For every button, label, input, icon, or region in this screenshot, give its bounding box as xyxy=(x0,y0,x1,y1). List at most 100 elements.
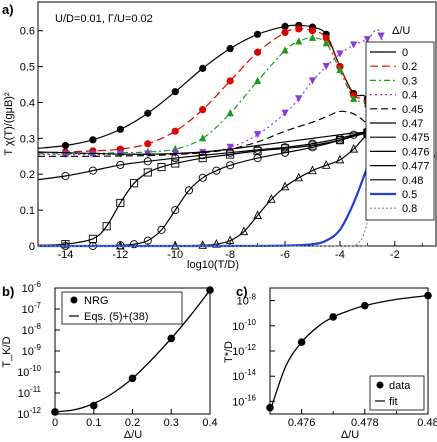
series-marker-0.3 xyxy=(322,39,330,47)
series-marker-0 xyxy=(199,64,207,72)
series-marker-0.3 xyxy=(281,46,289,54)
series-marker-0 xyxy=(171,88,179,96)
series-marker-0.475 xyxy=(88,166,97,175)
series-marker-0.475 xyxy=(171,154,180,163)
series-marker-0.477 xyxy=(143,236,152,245)
series-marker-0.477 xyxy=(253,154,262,163)
legend-title: Δ/U xyxy=(392,25,410,37)
b-ytick-label: 10-12 xyxy=(17,406,41,421)
legend-label-0.47: 0.47 xyxy=(402,118,423,130)
a-xtick-label: -8 xyxy=(225,249,235,261)
series-marker-0.477 xyxy=(280,148,290,157)
c-ytick-label: 10-16 xyxy=(232,393,256,408)
panel-a: a) -14 -12 -10 -8 -6 -4 -200.10.20.30.40.50.6 … xyxy=(2,1,437,271)
series-marker-0.48 xyxy=(349,143,358,153)
series-marker-0.476 xyxy=(116,198,125,207)
legend-label-0.475: 0.475 xyxy=(402,132,430,144)
panel-c-y-axis-label: T*/D xyxy=(223,341,235,363)
series-marker-0 xyxy=(281,22,289,30)
series-marker-0.4 xyxy=(199,149,207,157)
series-marker-0.4 xyxy=(295,95,303,103)
series-marker-0.2 xyxy=(199,106,207,114)
a-ytick-label: 0.2 xyxy=(20,169,35,181)
series-marker-0.4 xyxy=(377,32,385,40)
series-marker-0.477 xyxy=(171,206,180,215)
series-marker-0.4 xyxy=(350,41,358,49)
panel-c-label: c) xyxy=(236,284,248,299)
panel-a-legend: Δ/U 0 0.2 0.3 0.4 0.45 0.47 0.475 0.476 0.477 0.4… xyxy=(365,25,435,221)
series-marker-0.4 xyxy=(322,62,330,71)
b-nrg-point xyxy=(206,286,214,294)
series-marker-0.3 xyxy=(350,94,358,102)
series-marker-0.4 xyxy=(336,50,344,58)
series-marker-0.48 xyxy=(225,235,235,245)
series-marker-0.48 xyxy=(280,181,290,191)
legend-box xyxy=(365,41,435,221)
series-marker-0.2 xyxy=(322,34,330,42)
b-xtick-label: 0.1 xyxy=(86,417,101,429)
series-marker-0.48 xyxy=(198,240,208,249)
legend-label-0.8: 0.8 xyxy=(402,203,417,215)
a-xtick-label: -6 xyxy=(280,249,290,261)
legend-label-0.3: 0.3 xyxy=(402,75,417,87)
b-ytick-label: 10-10 xyxy=(17,364,41,379)
legend-label-0.45: 0.45 xyxy=(402,104,423,116)
series-marker-0.477 xyxy=(212,166,221,175)
b-ytick-label: 10-6 xyxy=(22,280,42,295)
series-marker-0.477 xyxy=(157,225,166,234)
legend-label-0.4: 0.4 xyxy=(402,90,417,102)
series-marker-0.475 xyxy=(116,160,125,169)
series-marker-0.4 xyxy=(253,131,262,139)
series-marker-0.2 xyxy=(226,77,234,85)
b-ytick-label: 10-8 xyxy=(22,322,42,337)
series-marker-0.2 xyxy=(295,25,303,33)
c-xtick-label: 0.476 xyxy=(288,417,316,429)
series-marker-0.4 xyxy=(308,77,317,85)
panel-c-x-axis-label: Δ/U xyxy=(341,429,359,441)
series-marker-0.4 xyxy=(363,36,371,44)
b-xtick-label: 0.3 xyxy=(164,417,179,429)
series-marker-0.48 xyxy=(308,165,317,175)
c-data-point xyxy=(361,301,369,310)
b-nrg-point xyxy=(51,408,59,416)
a-xtick-label: -4 xyxy=(335,249,345,261)
panel-b-legend-box xyxy=(61,291,183,325)
b-ytick-label: 10-7 xyxy=(22,301,42,316)
legend-data-label: data xyxy=(389,380,411,392)
legend-label-0: 0 xyxy=(402,47,408,59)
panel-a-annotation: U/D=0.01, Γ/U=0.02 xyxy=(55,13,153,25)
a-xtick-label: -10 xyxy=(167,249,183,261)
panel-c-axes: 0.476 0.478 0.48 10-16 10-14 10-12 10-10 10-8 xyxy=(232,293,437,429)
b-ytick-label: 10-9 xyxy=(22,343,42,358)
legend-data-marker xyxy=(376,381,384,389)
series-marker-0.3 xyxy=(336,65,344,74)
c-data-point xyxy=(266,403,274,412)
series-marker-0.476 xyxy=(102,222,111,231)
legend-label-0.5: 0.5 xyxy=(402,189,417,201)
series-marker-0.476 xyxy=(157,163,166,172)
series-marker-0.475 xyxy=(143,157,152,166)
series-marker-0.475 xyxy=(61,171,70,181)
panel-b-axes: 0 0.1 0.2 0.3 0.4 10-12 10-11 10-10 10-9 10-8 10-7… xyxy=(17,280,217,429)
series-marker-0.2 xyxy=(144,140,152,148)
series-marker-0.48 xyxy=(335,154,345,164)
series-marker-0.477 xyxy=(184,186,194,195)
panel-a-x-axis-label: log10(T/D) xyxy=(187,259,239,271)
legend-label-0.2: 0.2 xyxy=(402,61,417,73)
panel-c-series xyxy=(266,291,432,412)
series-marker-0.2 xyxy=(281,28,289,37)
series-marker-0.477 xyxy=(226,161,235,170)
panel-a-y-axis-label: T χ(T)/(gμB)² xyxy=(3,92,15,156)
legend-fit-label-c: fit xyxy=(389,396,398,408)
series-marker-0.476 xyxy=(226,150,235,159)
panel-b-y-axis-label: T_K/D xyxy=(1,336,13,367)
series-marker-0.477 xyxy=(198,173,207,182)
c-ytick-label: 10-8 xyxy=(237,293,257,308)
c-ytick-label: 10-14 xyxy=(232,368,256,383)
c-data-point xyxy=(297,338,306,346)
panel-b-legend: NRG Eqs. (5)+(38) xyxy=(61,291,183,325)
series-marker-0 xyxy=(61,141,70,150)
legend-label-0.48: 0.48 xyxy=(402,175,423,187)
a-ytick-label: 0.1 xyxy=(20,205,35,217)
